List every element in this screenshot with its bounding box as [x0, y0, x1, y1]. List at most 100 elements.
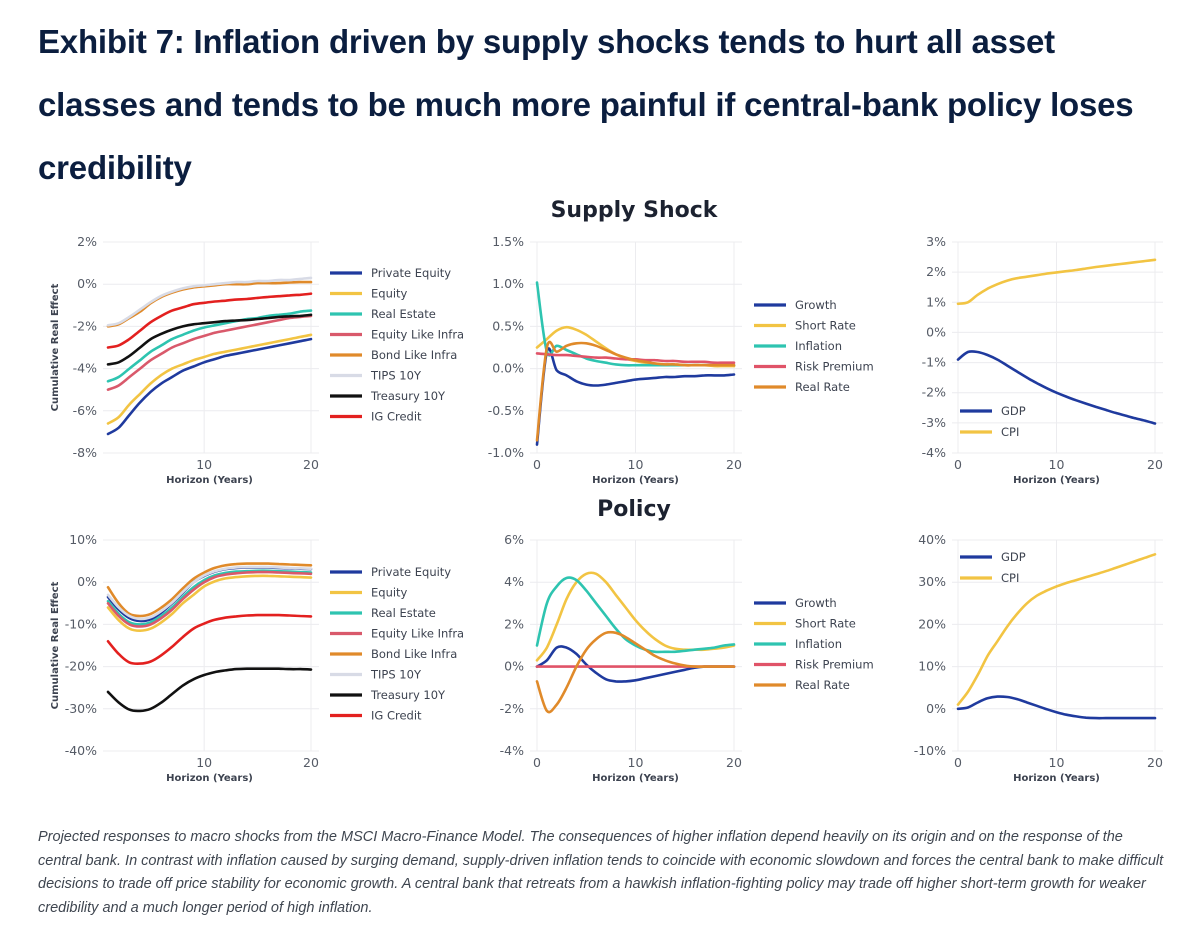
chart-supply-macro: 3% 2% 1% 0% -1% -2% -3% -4% 0 10 20 Horizon (Years)…	[922, 234, 1163, 486]
x-axis-title: Horizon (Years)	[166, 475, 253, 486]
legend-label: Real Estate	[371, 307, 436, 321]
y-tick-label: -10%	[65, 616, 97, 631]
legend-label: Bond Like Infra	[371, 647, 457, 661]
x-tick-label: 0	[533, 457, 541, 472]
y-tick-label: 0.0%	[492, 361, 524, 376]
legend: Private Equity Equity Real Estate Equity Li…	[330, 266, 464, 424]
x-tick-label: 0	[954, 755, 962, 770]
policy-heading: Policy	[597, 497, 671, 522]
series-line-real-rate	[535, 630, 736, 714]
y-tick-label: 1.5%	[492, 234, 524, 249]
series-line-private-equity	[106, 337, 313, 436]
legend-label: Equity Like Infra	[371, 627, 464, 641]
x-tick-label: 0	[954, 457, 962, 472]
x-tick-label: 20	[303, 755, 319, 770]
y-tick-label: 0.5%	[492, 318, 524, 333]
x-tick-label: 10	[628, 457, 644, 472]
x-tick-label: 10	[628, 755, 644, 770]
y-tick-label: 40%	[918, 532, 946, 547]
x-axis-title: Horizon (Years)	[1013, 475, 1100, 486]
legend-label: CPI	[1001, 571, 1019, 585]
legend-label: Treasury 10Y	[370, 688, 446, 702]
series-line-real-estate	[106, 309, 313, 383]
y-tick-label: 20%	[918, 616, 946, 631]
series-line-gdp	[956, 350, 1157, 425]
series-line-equity-like-infra	[106, 314, 313, 391]
chart-supply-factors: 1.5% 1.0% 0.5% 0.0% -0.5% -1.0% 0 10 20 Horizon (…	[488, 234, 874, 486]
y-tick-label: -20%	[65, 659, 97, 674]
y-tick-label: 30%	[918, 574, 946, 589]
exhibit-title: Exhibit 7: Inflation driven by supply sh…	[38, 23, 1134, 186]
chart-policy-macro: 40% 30% 20% 10% 0% -10% 0 10 20 Horizon (Years) GD…	[914, 532, 1163, 784]
y-tick-label: 2%	[77, 234, 97, 249]
y-tick-label: 0%	[926, 701, 946, 716]
legend-label: Equity Like Infra	[371, 328, 464, 342]
legend: GDP CPI	[960, 404, 1026, 439]
legend-label: Risk Premium	[795, 658, 874, 672]
series-line-gdp	[956, 695, 1157, 720]
y-tick-label: 2%	[926, 264, 946, 279]
legend-label: Short Rate	[795, 617, 856, 631]
series-line-equity	[106, 574, 313, 632]
legend-label: Real Rate	[795, 380, 850, 394]
legend-label: Risk Premium	[795, 360, 874, 374]
series-line-equity	[106, 333, 313, 425]
legend-label: IG Credit	[371, 410, 422, 424]
y-tick-label: -4%	[922, 445, 946, 460]
series-line-real-rate	[535, 340, 736, 442]
legend-label: Inflation	[795, 339, 842, 353]
y-tick-label: 10%	[918, 659, 946, 674]
y-tick-label: -3%	[922, 415, 946, 430]
y-tick-label: -1%	[922, 355, 946, 370]
x-axis-title: Horizon (Years)	[166, 773, 253, 784]
y-tick-label: -2%	[500, 701, 524, 716]
x-tick-label: 20	[1147, 755, 1163, 770]
legend-label: Real Estate	[371, 606, 436, 620]
y-tick-label: 6%	[504, 532, 524, 547]
y-tick-label: -2%	[73, 318, 97, 333]
y-tick-label: 1%	[926, 294, 946, 309]
y-tick-label: -8%	[73, 445, 97, 460]
legend-label: TIPS 10Y	[370, 668, 422, 682]
y-tick-label: -0.5%	[488, 403, 524, 418]
series-line-tips-10y	[106, 565, 313, 621]
y-tick-label: -30%	[65, 701, 97, 716]
legend-label: Growth	[795, 298, 837, 312]
legend-label: Bond Like Infra	[371, 348, 457, 362]
y-tick-label: -2%	[922, 385, 946, 400]
y-tick-label: 0%	[77, 574, 97, 589]
series-line-growth	[535, 347, 736, 446]
supply-shock-heading: Supply Shock	[550, 198, 718, 223]
legend: GDP CPI	[960, 550, 1026, 585]
y-tick-label: 3%	[926, 234, 946, 249]
y-tick-label: -4%	[500, 743, 524, 758]
legend-label: Growth	[795, 596, 837, 610]
y-tick-label: -10%	[914, 743, 946, 758]
legend-label: CPI	[1001, 425, 1019, 439]
legend-label: Equity	[371, 287, 408, 301]
series-line-bond-like-infra	[106, 562, 313, 618]
y-tick-label: 4%	[504, 574, 524, 589]
y-tick-label: 1.0%	[492, 276, 524, 291]
y-tick-label: -6%	[73, 403, 97, 418]
legend: Growth Short Rate Inflation Risk Premium Rea…	[754, 298, 874, 394]
legend-label: Private Equity	[371, 266, 451, 280]
legend-label: Treasury 10Y	[370, 389, 446, 403]
legend-label: GDP	[1001, 404, 1026, 418]
series-line-inflation	[535, 576, 736, 654]
chart-policy-assets: 10% 0% -10% -20% -30% -40% 10 20 Horizon (Years)…	[50, 532, 464, 784]
y-tick-label: -1.0%	[488, 445, 524, 460]
legend-label: Short Rate	[795, 319, 856, 333]
y-tick-label: 0%	[926, 324, 946, 339]
x-tick-label: 10	[1049, 457, 1065, 472]
y-axis-title: Cumulative Real Effect	[50, 283, 61, 411]
series-line-cpi	[956, 553, 1157, 706]
series-line-tips-10y	[106, 276, 313, 327]
y-tick-label: 2%	[504, 616, 524, 631]
legend-label: IG Credit	[371, 709, 422, 723]
x-tick-label: 20	[726, 755, 742, 770]
x-tick-label: 10	[196, 457, 212, 472]
x-axis-title: Horizon (Years)	[592, 475, 679, 486]
series-line-ig-credit	[106, 613, 313, 666]
